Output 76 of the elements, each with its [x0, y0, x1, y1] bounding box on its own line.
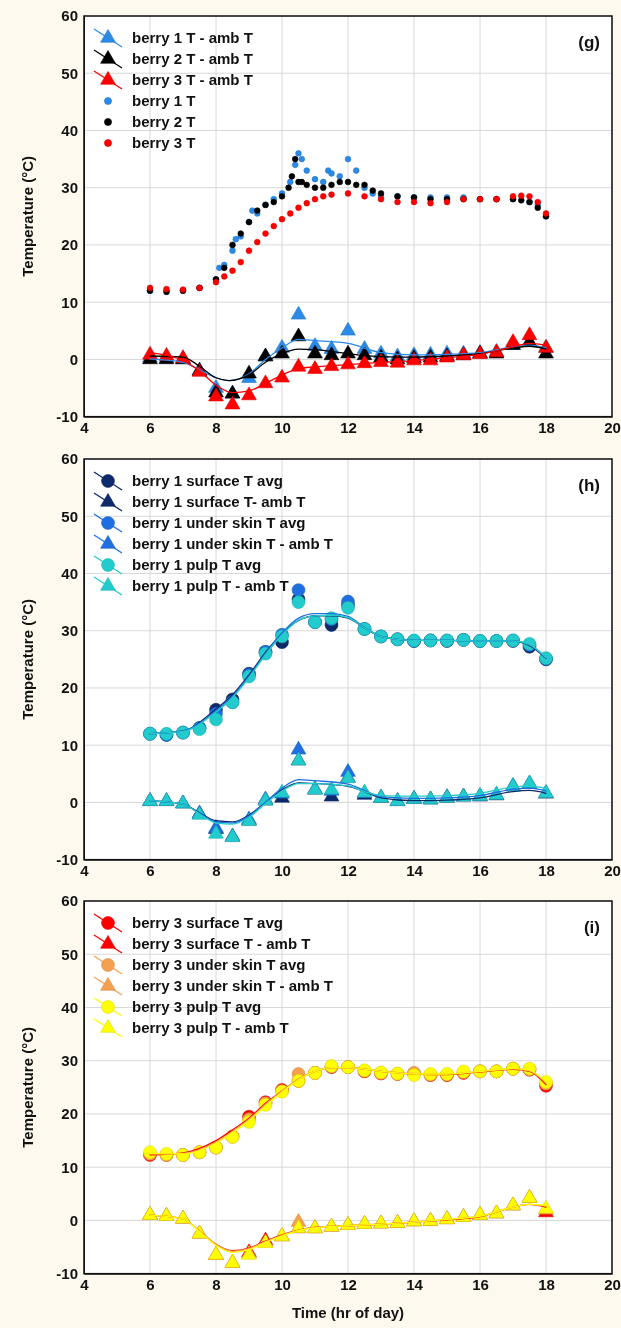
y-tick-label: 60: [61, 449, 78, 467]
legend-label: berry 1 surface T avg: [132, 471, 283, 489]
y-tick-label: 30: [61, 1052, 78, 1070]
x-tick-label: 10: [274, 419, 291, 437]
x-tick-label: 16: [472, 1276, 489, 1294]
x-tick-label: 10: [274, 861, 291, 879]
y-tick-label: 20: [61, 678, 78, 696]
legend-label: berry 1 pulp T - amb T: [132, 576, 289, 594]
y-tick-label: 10: [61, 736, 78, 754]
y-tick-label: 10: [61, 293, 78, 311]
x-tick-label: 12: [340, 419, 357, 437]
x-tick-label: 6: [146, 419, 155, 437]
legend-label: berry 1 under skin T - amb T: [132, 534, 333, 552]
x-tick-label: 16: [472, 419, 489, 437]
y-tick-label: 60: [61, 892, 78, 910]
x-tick-label: 16: [472, 861, 489, 879]
legend-label: berry 1 under skin T avg: [132, 513, 306, 531]
y-tick-label: 40: [61, 564, 78, 582]
y-tick-label: 60: [61, 7, 78, 25]
y-tick-label: 30: [61, 621, 78, 639]
x-tick-label: 14: [406, 419, 424, 437]
annotation: (h): [578, 475, 600, 495]
legend-label: berry 3 pulp T - amb T: [132, 1019, 289, 1037]
x-tick-label: 12: [340, 861, 357, 879]
legend-label: berry 3 under skin T avg: [132, 956, 306, 974]
x-tick-label: 18: [538, 1276, 555, 1294]
y-tick-label: 50: [61, 64, 78, 82]
x-tick-label: 4: [80, 1276, 90, 1294]
legend-label: berry 3 surface T - amb T: [132, 935, 311, 953]
x-tick-label: 14: [406, 1276, 424, 1294]
x-tick-label: 10: [274, 1276, 291, 1294]
y-tick-label: 40: [61, 121, 78, 139]
legend-label: berry 3 under skin T - amb T: [132, 977, 333, 995]
legend-label: berry 1 surface T- amb T: [132, 492, 306, 510]
x-tick-label: 20: [604, 419, 621, 437]
y-tick-label: 0: [69, 350, 78, 368]
y-tick-label: 50: [61, 945, 78, 963]
y-tick-label: 20: [61, 236, 78, 254]
legend-label: berry 1 pulp T avg: [132, 555, 262, 573]
legend-label: berry 3 T: [132, 134, 196, 151]
x-tick-label: 12: [340, 1276, 357, 1294]
x-tick-label: 14: [406, 861, 424, 879]
y-tick-label: -10: [56, 407, 78, 425]
y-axis-title: Temperature (°C): [19, 155, 36, 277]
y-tick-label: -10: [56, 850, 78, 868]
legend-label: berry 3 pulp T avg: [132, 998, 262, 1016]
legend-label: berry 2 T: [132, 113, 196, 130]
y-tick-label: 0: [69, 793, 78, 811]
y-tick-label: 40: [61, 999, 78, 1017]
x-tick-label: 8: [212, 419, 221, 437]
x-tick-label: 6: [146, 861, 155, 879]
x-axis-title: Time (hr of day): [291, 1303, 405, 1321]
y-tick-label: 20: [61, 1105, 78, 1123]
y-axis-title: Temperature (°C): [19, 598, 36, 720]
y-tick-label: 30: [61, 179, 78, 197]
legend-label: berry 1 T - amb T: [132, 29, 253, 46]
x-tick-label: 4: [80, 861, 90, 879]
legend-label: berry 3 T - amb T: [132, 71, 253, 88]
annotation: (i): [583, 918, 600, 938]
x-tick-label: 18: [538, 861, 555, 879]
y-tick-label: 10: [61, 1158, 78, 1176]
x-tick-label: 18: [538, 419, 555, 437]
y-tick-label: 50: [61, 507, 78, 525]
y-tick-label: 0: [69, 1212, 78, 1230]
legend-label: berry 1 T: [132, 92, 196, 109]
legend-label: berry 2 T - amb T: [132, 50, 253, 67]
x-tick-label: 20: [604, 861, 621, 879]
legend-label: berry 3 surface T avg: [132, 914, 283, 932]
x-tick-label: 4: [80, 419, 90, 437]
annotation: (g): [578, 33, 600, 52]
x-tick-label: 6: [146, 1276, 155, 1294]
y-tick-label: -10: [56, 1265, 78, 1283]
x-tick-label: 8: [212, 861, 221, 879]
x-tick-label: 8: [212, 1276, 221, 1294]
y-axis-title: Temperature (°C): [19, 1027, 36, 1149]
x-tick-label: 20: [604, 1276, 621, 1294]
